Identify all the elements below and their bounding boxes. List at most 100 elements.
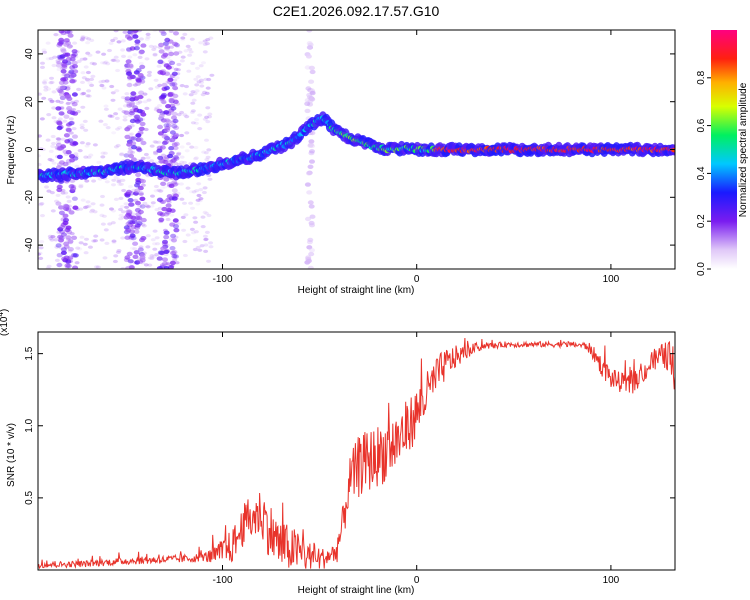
band-speckle	[130, 141, 137, 146]
band-speckle	[72, 141, 79, 146]
band-speckle	[137, 259, 144, 264]
band-speckle	[158, 42, 165, 48]
noise-speckle	[127, 55, 133, 59]
noise-speckle	[76, 59, 82, 64]
noise-speckle	[171, 156, 177, 160]
band-speckle	[55, 243, 62, 248]
noise-speckle	[92, 143, 98, 147]
band-speckle	[172, 145, 179, 151]
noise-speckle	[57, 117, 63, 121]
band-speckle	[164, 126, 171, 131]
noise-speckle	[150, 201, 156, 205]
noise-speckle	[198, 78, 204, 82]
noise-speckle	[84, 237, 89, 241]
noise-speckle	[89, 77, 95, 81]
band-speckle	[129, 118, 136, 124]
noise-speckle	[152, 140, 158, 144]
noise-speckle	[63, 191, 69, 195]
noise-speckle	[51, 116, 57, 120]
noise-speckle	[39, 117, 45, 121]
band-speckle	[134, 188, 141, 193]
band-speckle	[56, 253, 63, 258]
band-speckle	[306, 30, 313, 33]
band-speckle	[135, 172, 142, 177]
band-speckle	[131, 145, 137, 150]
noise-speckle	[148, 87, 154, 91]
noise-speckle	[197, 127, 203, 131]
noise-speckle	[169, 213, 175, 217]
noise-speckle	[191, 231, 196, 235]
band-speckle	[124, 98, 131, 104]
noise-speckle	[186, 69, 192, 73]
snr-marks	[38, 337, 675, 570]
colorbar-tick-label: 0.8	[696, 70, 707, 84]
noise-speckle	[72, 41, 78, 45]
noise-speckle	[76, 87, 82, 91]
noise-speckle	[204, 115, 210, 119]
noise-speckle	[195, 245, 201, 250]
band-speckle	[139, 121, 146, 127]
noise-speckle	[208, 241, 214, 245]
noise-speckle	[200, 225, 206, 229]
band-speckle	[169, 246, 176, 251]
band-speckle	[158, 30, 165, 34]
noise-speckle	[110, 221, 116, 225]
band-speckle	[168, 265, 174, 269]
noise-speckle	[98, 80, 104, 84]
noise-speckle	[145, 205, 151, 209]
noise-speckle	[118, 196, 124, 200]
noise-speckle	[179, 197, 185, 201]
band-speckle	[61, 256, 68, 261]
noise-speckle	[83, 155, 89, 159]
noise-speckle	[103, 228, 109, 232]
noise-speckle	[51, 161, 57, 165]
noise-speckle	[163, 261, 169, 265]
colorbar-tick-label: 0.4	[696, 166, 707, 180]
noise-speckle	[148, 44, 154, 49]
band-speckle	[308, 65, 315, 71]
band-speckle	[160, 99, 167, 104]
band-speckle	[64, 263, 71, 268]
x-tick-label: -100	[212, 575, 232, 586]
band-speckle	[124, 96, 131, 101]
band-speckle	[161, 134, 168, 139]
noise-speckle	[93, 239, 98, 243]
band-speckle	[129, 97, 136, 102]
band-speckle	[123, 153, 130, 158]
band-speckle	[55, 106, 62, 111]
band-speckle	[124, 134, 131, 140]
colorbar: 0.0 0.2 0.4 0.6 0.8 Normalized spectral ampl…	[696, 30, 749, 276]
noise-speckle	[182, 253, 188, 258]
band-speckle	[130, 235, 137, 241]
noise-speckle	[86, 37, 92, 41]
noise-speckle	[113, 197, 119, 201]
band-speckle	[130, 94, 136, 99]
noise-speckle	[129, 238, 134, 242]
noise-speckle	[149, 159, 155, 163]
noise-speckle	[185, 44, 191, 49]
noise-speckle	[51, 90, 57, 94]
band-speckle	[66, 106, 73, 111]
noise-speckle	[68, 44, 74, 48]
noise-speckle	[140, 156, 146, 160]
band-speckle	[132, 241, 139, 246]
band-speckle	[306, 171, 312, 176]
noise-speckle	[203, 77, 209, 81]
band-speckle	[170, 233, 177, 239]
noise-speckle	[79, 235, 85, 239]
noise-speckle	[41, 48, 47, 52]
noise-speckle	[152, 45, 158, 49]
noise-speckle	[176, 113, 182, 117]
noise-speckle	[152, 229, 158, 233]
band-speckle	[58, 80, 65, 86]
band-speckle	[65, 128, 72, 133]
band-speckle	[157, 70, 164, 75]
noise-speckle	[118, 217, 124, 221]
noise-speckle	[44, 185, 49, 189]
noise-speckle	[56, 230, 62, 234]
noise-speckle	[203, 151, 209, 155]
band-speckle	[306, 245, 313, 250]
noise-speckle	[123, 202, 129, 206]
noise-speckle	[195, 75, 201, 79]
